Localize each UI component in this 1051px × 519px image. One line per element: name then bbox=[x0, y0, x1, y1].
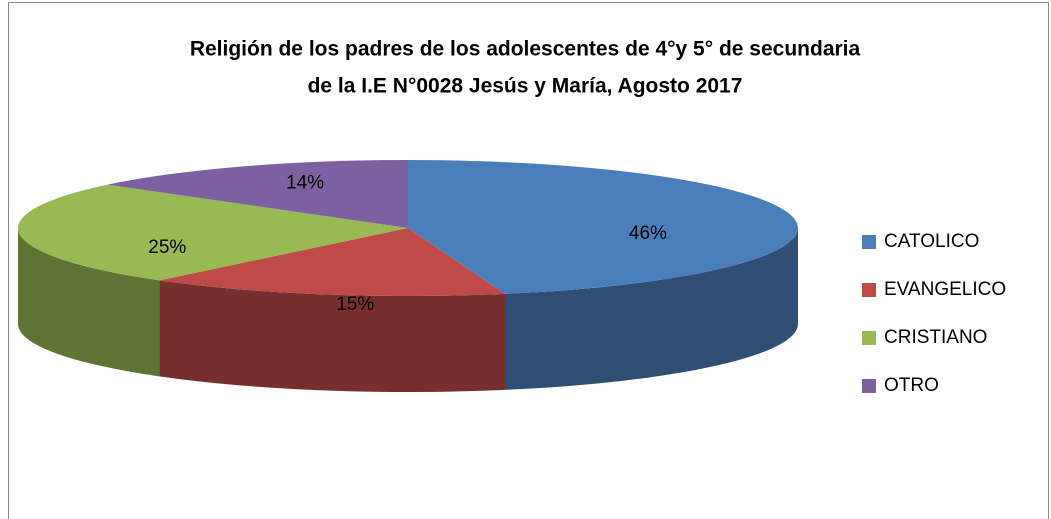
slice bbox=[408, 160, 798, 294]
slice bbox=[107, 160, 409, 228]
legend-label: CRISTIANO bbox=[884, 327, 987, 348]
data-label: 15% bbox=[336, 294, 374, 315]
slice-side bbox=[504, 228, 799, 390]
legend-swatch bbox=[862, 379, 876, 393]
legend-label: OTRO bbox=[884, 375, 939, 396]
legend-label: EVANGELICO bbox=[884, 279, 1006, 300]
data-label: 46% bbox=[629, 223, 667, 244]
data-label: 14% bbox=[286, 173, 324, 194]
chart-title: de la I.E N°0028 Jesús y María, Agosto 2… bbox=[308, 75, 743, 98]
slice bbox=[159, 228, 505, 296]
slice-side bbox=[18, 228, 160, 377]
legend-label: CATOLICO bbox=[884, 231, 979, 252]
legend-swatch bbox=[862, 331, 876, 345]
slice bbox=[17, 184, 408, 281]
legend-swatch bbox=[862, 235, 876, 249]
chart-title: Religión de los padres de los adolescent… bbox=[190, 38, 861, 61]
data-label: 25% bbox=[148, 237, 186, 258]
legend-swatch bbox=[862, 283, 876, 297]
slice-side bbox=[159, 280, 505, 392]
